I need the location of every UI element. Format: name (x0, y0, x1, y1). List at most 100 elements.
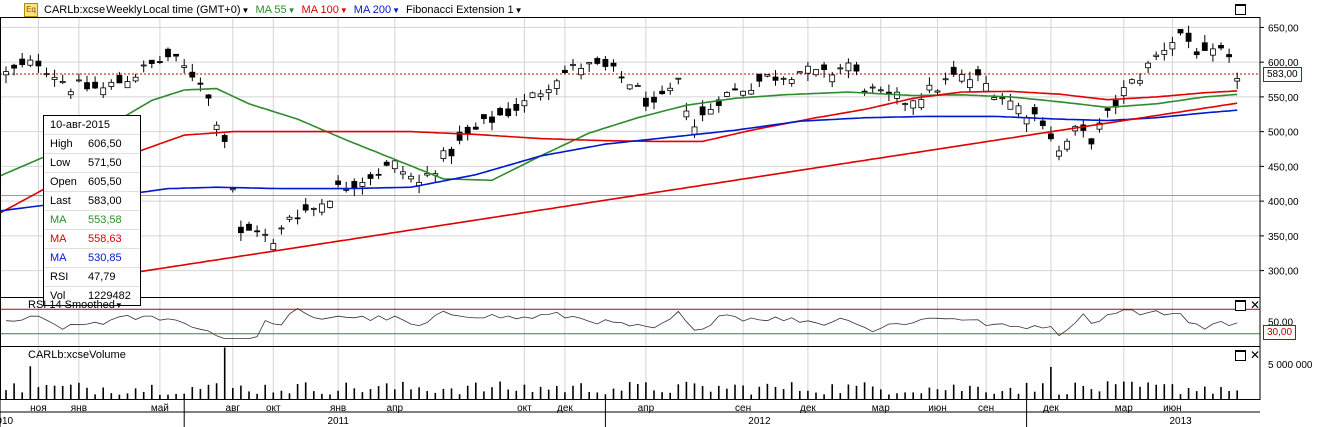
candle-body[interactable] (124, 81, 131, 89)
candle-body[interactable] (318, 203, 325, 213)
candle-body[interactable] (278, 227, 285, 230)
candle-body[interactable] (59, 81, 66, 84)
fibonacci-extension-menu[interactable]: Fibonacci Extension 1 ▼ (406, 4, 523, 16)
candle-body[interactable] (570, 63, 576, 66)
candle-body[interactable] (837, 67, 844, 70)
candle-body[interactable] (19, 58, 26, 65)
rsi-panel[interactable] (0, 308, 1260, 339)
candle-body[interactable] (724, 92, 730, 97)
candle-body[interactable] (156, 61, 163, 63)
candle-body[interactable] (456, 131, 463, 141)
candle-body[interactable] (464, 126, 471, 135)
candle-body[interactable] (116, 75, 123, 84)
candle-body[interactable] (27, 59, 34, 66)
candle-body[interactable] (1048, 133, 1054, 140)
candle-body[interactable] (756, 73, 763, 82)
volume-panel[interactable] (5, 347, 1238, 399)
candle-body[interactable] (108, 81, 115, 87)
close-icon[interactable]: ✕ (1250, 348, 1261, 362)
candle-body[interactable] (562, 69, 568, 74)
candle-body[interactable] (1064, 140, 1070, 150)
candle-body[interactable] (1015, 105, 1022, 115)
candle-body[interactable] (310, 208, 317, 210)
candle-body[interactable] (213, 124, 220, 130)
maximize-icon[interactable] (1235, 350, 1246, 361)
candle-body[interactable] (1234, 78, 1241, 82)
candle-body[interactable] (667, 87, 674, 92)
ma100-indicator-menu[interactable]: MA 100 ▼ (302, 4, 348, 16)
candle-body[interactable] (497, 108, 504, 116)
candle-body[interactable] (1177, 29, 1184, 34)
candle-body[interactable] (910, 100, 917, 109)
candle-body[interactable] (11, 64, 18, 69)
candle-body[interactable] (383, 161, 390, 166)
candle-body[interactable] (877, 89, 884, 92)
candle-body[interactable] (553, 80, 560, 89)
candle-body[interactable] (983, 83, 989, 92)
candle-body[interactable] (173, 53, 180, 57)
candle-body[interactable] (869, 86, 876, 89)
candle-body[interactable] (197, 82, 204, 85)
candle-body[interactable] (132, 76, 139, 82)
candle-body[interactable] (1226, 54, 1232, 58)
candle-body[interactable] (683, 110, 690, 118)
candle-body[interactable] (529, 92, 536, 98)
candle-body[interactable] (367, 174, 374, 179)
candle-body[interactable] (35, 60, 42, 67)
candle-body[interactable] (51, 76, 58, 80)
candle-body[interactable] (1145, 62, 1151, 69)
candle-body[interactable] (67, 91, 74, 96)
candle-body[interactable] (699, 106, 706, 116)
candle-body[interactable] (1185, 32, 1192, 42)
candle-body[interactable] (1153, 54, 1160, 57)
candle-body[interactable] (140, 64, 147, 67)
price-panel[interactable] (0, 25, 1260, 282)
candle-body[interactable] (999, 97, 1006, 100)
candle-body[interactable] (643, 97, 649, 107)
candle-body[interactable] (610, 62, 617, 67)
candle-body[interactable] (1031, 107, 1038, 115)
candle-body[interactable] (918, 99, 925, 109)
candle-body[interactable] (1137, 80, 1143, 84)
candle-body[interactable] (1161, 49, 1168, 55)
candle-body[interactable] (594, 58, 601, 64)
candle-body[interactable] (780, 77, 787, 80)
candle-body[interactable] (302, 204, 309, 211)
candle-body[interactable] (327, 200, 333, 208)
candle-body[interactable] (813, 69, 819, 76)
candle-body[interactable] (1096, 122, 1103, 130)
candle-body[interactable] (246, 223, 252, 231)
symbol-selector[interactable]: CARLb:xcse Weekly Local time (GMT+0) ▼ (44, 4, 249, 16)
candle-body[interactable] (586, 62, 593, 65)
candle-body[interactable] (829, 74, 836, 83)
candle-body[interactable] (1056, 150, 1062, 157)
candle-body[interactable] (359, 181, 366, 187)
candle-body[interactable] (691, 126, 698, 135)
candle-body[interactable] (100, 87, 107, 96)
candle-body[interactable] (472, 126, 479, 130)
candle-body[interactable] (651, 96, 657, 103)
candle-body[interactable] (926, 84, 933, 91)
candle-body[interactable] (1201, 42, 1208, 51)
ma200-indicator-menu[interactable]: MA 200 ▼ (354, 4, 400, 16)
candle-body[interactable] (950, 66, 957, 75)
candle-body[interactable] (853, 64, 860, 72)
candle-body[interactable] (92, 81, 98, 89)
candle-body[interactable] (448, 148, 455, 157)
candle-body[interactable] (148, 59, 155, 64)
candle-body[interactable] (43, 73, 50, 76)
candle-body[interactable] (335, 180, 342, 185)
candle-body[interactable] (764, 74, 771, 77)
candle-body[interactable] (205, 94, 212, 99)
candle-body[interactable] (189, 71, 196, 78)
candle-body[interactable] (521, 100, 528, 107)
candle-body[interactable] (748, 90, 755, 95)
candle-body[interactable] (181, 65, 188, 68)
candle-body[interactable] (3, 71, 9, 76)
candle-body[interactable] (505, 108, 512, 117)
candle-body[interactable] (991, 97, 998, 100)
candle-body[interactable] (740, 90, 746, 96)
candle-body[interactable] (351, 181, 358, 189)
candle-body[interactable] (270, 243, 277, 251)
